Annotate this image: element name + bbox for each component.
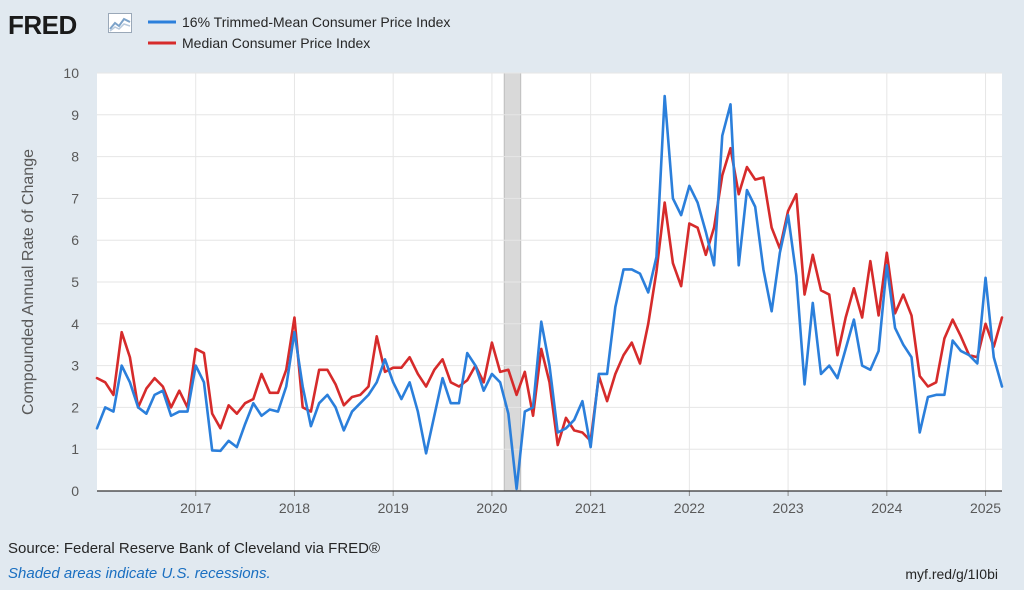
x-tick-label: 2018 [279,500,310,516]
y-tick-label: 2 [71,399,79,415]
y-tick-label: 8 [71,149,79,165]
x-tick-label: 2025 [970,500,1001,516]
y-tick-label: 3 [71,358,79,374]
legend-label-trimmed: 16% Trimmed-Mean Consumer Price Index [182,14,450,30]
legend: 16% Trimmed-Mean Consumer Price Index Me… [148,14,450,51]
y-tick-label: 0 [71,483,79,499]
series-line-median [95,146,1004,447]
y-tick-label: 4 [71,316,79,332]
y-axis-label: Compounded Annual Rate of Change [20,149,37,415]
y-tick-label: 10 [63,65,79,81]
x-tick-label: 2019 [378,500,409,516]
y-tick-label: 5 [71,274,79,290]
fred-chart-icon [108,13,132,33]
x-tick-label: 2017 [180,500,211,516]
x-tick-label: 2021 [575,500,606,516]
recession-note: Shaded areas indicate U.S. recessions. [8,565,271,582]
x-tick-label: 2022 [674,500,705,516]
short-url: myf.red/g/1I0bi [905,566,998,582]
x-tick-label: 2020 [476,500,507,516]
x-tick-label: 2024 [871,500,902,516]
y-tick-label: 7 [71,190,79,206]
y-tick-label: 9 [71,107,79,123]
fred-logo: FRED [8,10,77,40]
y-tick-label: 1 [71,441,79,457]
x-tick-label: 2023 [773,500,804,516]
source-note: Source: Federal Reserve Bank of Clevelan… [8,540,381,557]
legend-label-median: Median Consumer Price Index [182,35,370,51]
y-tick-label: 6 [71,232,79,248]
series-line-trimmed-mean [95,94,1004,491]
